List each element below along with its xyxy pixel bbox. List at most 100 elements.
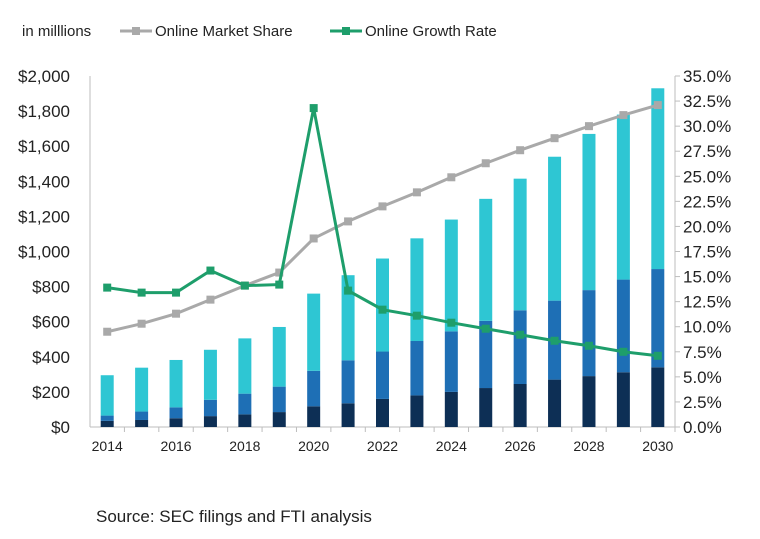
point-growth-rate (584, 341, 593, 350)
bar-segment-1 (272, 412, 286, 427)
legend-item-market-share: Online Market Share (120, 23, 293, 40)
bar-segment-2 (444, 331, 458, 392)
point-growth-rate (378, 305, 387, 314)
bar-segment-1 (169, 418, 183, 427)
x-tick-label: 2014 (92, 438, 123, 454)
y-left-tick-label: $0 (51, 418, 70, 437)
legend-label-growth-rate: Online Growth Rate (365, 23, 497, 40)
bar-segment-1 (100, 420, 114, 427)
point-market-share (412, 188, 421, 197)
bar-segment-3 (272, 326, 286, 387)
point-growth-rate (137, 288, 146, 297)
y-right-tick-label: 25.0% (683, 167, 731, 186)
source-note: Source: SEC filings and FTI analysis (96, 507, 372, 526)
point-growth-rate (172, 288, 181, 297)
bar-segment-1 (203, 416, 217, 427)
bar-segment-2 (203, 399, 217, 417)
y-right-tick-label: 27.5% (683, 142, 731, 161)
point-market-share (550, 134, 559, 143)
point-market-share (481, 159, 490, 168)
bar-segment-1 (341, 403, 355, 427)
y-right-tick-label: 32.5% (683, 92, 731, 111)
point-market-share (378, 202, 387, 211)
point-market-share (309, 234, 318, 243)
legend-label-market-share: Online Market Share (155, 23, 293, 40)
bar-segment-1 (238, 414, 252, 427)
point-market-share (447, 173, 456, 182)
y-right-tick-label: 17.5% (683, 243, 731, 262)
point-growth-rate (619, 347, 628, 356)
legend-marker-market-share (132, 27, 140, 35)
point-market-share (275, 268, 284, 277)
bar-segment-1 (307, 406, 321, 427)
point-growth-rate (653, 351, 662, 360)
x-tick-label: 2030 (642, 438, 673, 454)
x-tick-label: 2018 (229, 438, 260, 454)
bar-segment-3 (651, 88, 665, 270)
y-left-tick-label: $1,800 (18, 102, 70, 121)
bar-segment-1 (410, 395, 424, 427)
bar-segment-2 (376, 351, 389, 399)
bar-segment-2 (616, 279, 630, 373)
y-right-tick-label: 20.0% (683, 217, 731, 236)
bar-segment-2 (135, 411, 149, 420)
y-left-tick-label: $600 (32, 313, 70, 332)
point-growth-rate (344, 286, 353, 295)
bar-segment-2 (307, 370, 321, 407)
y-right-tick-label: 22.5% (683, 192, 731, 211)
bar-segment-2 (272, 386, 286, 413)
bar-segment-3 (135, 367, 149, 412)
y-right-tick-label: 7.5% (683, 343, 722, 362)
bar-segment-2 (410, 341, 424, 396)
bar-segment-1 (444, 391, 458, 427)
y-right-tick-label: 30.0% (683, 117, 731, 136)
bar-segment-3 (307, 293, 321, 371)
bar-segment-3 (444, 219, 458, 332)
bar-segment-3 (548, 156, 562, 301)
bar-segment-2 (479, 320, 493, 389)
x-tick-label: 2020 (298, 438, 329, 454)
legend-marker-growth-rate (342, 27, 350, 35)
y-left-tick-label: $1,200 (18, 207, 70, 226)
bar-segment-3 (616, 114, 630, 280)
point-market-share (619, 111, 628, 120)
y-right-tick-label: 15.0% (683, 268, 731, 287)
point-growth-rate (240, 281, 249, 290)
bar-segment-1 (376, 398, 389, 427)
y-right-tick-label: 0.0% (683, 418, 722, 437)
bar-segment-1 (582, 376, 596, 427)
bar-segment-3 (238, 338, 252, 394)
legend: Online Market Share Online Growth Rate (120, 23, 497, 40)
bar-segment-1 (479, 388, 493, 427)
point-growth-rate (447, 318, 456, 327)
y-right-tick-label: 5.0% (683, 368, 722, 387)
bar-segment-2 (513, 310, 527, 385)
point-market-share (172, 309, 181, 318)
bar-segment-1 (548, 379, 562, 427)
y-right-tick-label: 2.5% (683, 393, 722, 412)
bar-segment-3 (100, 375, 114, 416)
unit-label: in milllions (22, 23, 91, 40)
y-right-tick-label: 12.5% (683, 293, 731, 312)
point-market-share (103, 327, 112, 336)
bar-segment-3 (203, 349, 217, 400)
bar-segment-3 (582, 133, 596, 291)
point-growth-rate (516, 330, 525, 339)
y-left-tick-label: $1,400 (18, 172, 70, 191)
bar-segment-2 (169, 407, 183, 419)
point-growth-rate (309, 104, 318, 113)
point-growth-rate (206, 266, 215, 275)
point-growth-rate (481, 324, 490, 333)
bar-segment-3 (513, 178, 527, 311)
y-left-tick-label: $800 (32, 278, 70, 297)
bar-segment-1 (651, 367, 665, 427)
point-market-share (516, 146, 525, 155)
point-market-share (206, 295, 215, 304)
y-left-tick-label: $1,600 (18, 137, 70, 156)
bar-segment-3 (169, 359, 183, 408)
point-market-share (653, 101, 662, 110)
bar-segment-2 (341, 360, 355, 404)
bar-segment-2 (651, 269, 665, 368)
bar-segment-1 (135, 419, 149, 427)
point-market-share (137, 319, 146, 328)
